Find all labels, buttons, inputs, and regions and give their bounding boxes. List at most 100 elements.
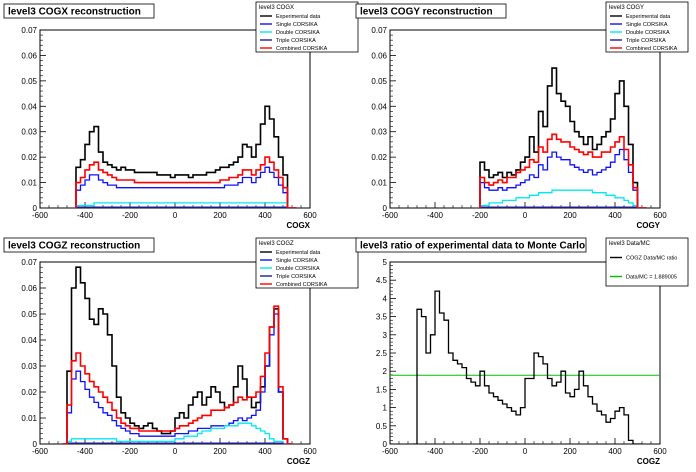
- x-tick-label: 0: [173, 447, 178, 456]
- y-tick-label: 0.04: [21, 102, 37, 111]
- x-axis-title: COGZ: [287, 457, 310, 466]
- series-line-combined-corsika: [75, 156, 297, 208]
- legend-label: Double CORSIKA: [276, 30, 320, 36]
- x-tick-label: 200: [563, 447, 577, 456]
- x-tick-label: 600: [303, 447, 317, 456]
- legend-label: Double CORSIKA: [276, 266, 320, 272]
- y-tick-label: 5: [383, 258, 388, 267]
- x-tick-label: -200: [122, 447, 139, 456]
- series-line-experimental-data: [75, 105, 297, 208]
- legend-box: [255, 1, 359, 53]
- x-tick-label: -200: [472, 211, 489, 220]
- legend-label: Triple CORSIKA: [276, 274, 316, 280]
- x-tick-label: -600: [32, 211, 49, 220]
- y-tick-label: 0: [33, 440, 38, 449]
- x-tick-label: -200: [122, 211, 139, 220]
- y-tick-label: 0: [33, 204, 38, 213]
- y-tick-label: 0.05: [21, 310, 37, 319]
- x-tick-label: 400: [258, 211, 272, 220]
- y-tick-label: 0.5: [376, 422, 388, 431]
- chart-panel-3: 0 0.01 0.02 0.03 0.04 0.05 0.06 0.07 -600 -400 -20…: [3, 237, 359, 466]
- x-tick-label: 200: [213, 447, 227, 456]
- y-tick-label: 0.06: [21, 284, 37, 293]
- series-line-triple-corsika: [75, 206, 297, 208]
- legend-box: [605, 1, 689, 53]
- legend-label: Data/MC = 1.889005: [626, 275, 677, 281]
- y-tick-label: 0.03: [21, 128, 37, 137]
- x-tick-label: 200: [213, 211, 227, 220]
- chart-panel-1: 0 0.01 0.02 0.03 0.04 0.05 0.06 0.07 -600 -400 -20…: [3, 1, 359, 230]
- y-tick-label: 4: [383, 294, 388, 303]
- x-tick-label: -400: [427, 447, 444, 456]
- x-tick-label: 200: [563, 211, 577, 220]
- series-line-experimental-data: [479, 67, 647, 208]
- series-line-combined-corsika: [479, 133, 647, 208]
- x-tick-label: -600: [32, 447, 49, 456]
- legend-label: Double CORSIKA: [626, 30, 670, 36]
- chart-title: level3 COGZ reconstruction: [8, 241, 140, 252]
- legend-label: Combined CORSIKA: [276, 46, 328, 52]
- y-tick-label: 2: [383, 367, 388, 376]
- y-tick-label: 3: [383, 331, 388, 340]
- x-tick-label: 400: [258, 447, 272, 456]
- y-tick-label: 0.07: [21, 258, 37, 267]
- y-tick-label: 0.03: [371, 128, 387, 137]
- legend-title: level3 COGX: [259, 5, 294, 11]
- legend-label: Single CORSIKA: [626, 22, 668, 28]
- title-box: [355, 237, 587, 253]
- title-box: [3, 3, 155, 19]
- legend-label: Triple CORSIKA: [626, 38, 666, 44]
- series-line-double-corsika: [62, 422, 292, 444]
- y-tick-label: 0.07: [21, 26, 37, 35]
- series-line-double-corsika: [75, 202, 297, 208]
- legend-box: [605, 237, 689, 287]
- y-tick-label: 0: [383, 204, 388, 213]
- y-tick-label: 0.01: [21, 414, 37, 423]
- x-tick-label: 600: [653, 211, 667, 220]
- legend: level3 Data/MC COGZ Data/MC ratio Data/MC …: [605, 237, 689, 287]
- legend: level3 COGX Experimental data Single CORSI…: [255, 1, 359, 53]
- title-box: [355, 3, 507, 19]
- y-tick-label: 0.02: [371, 153, 387, 162]
- y-tick-label: 2.5: [376, 349, 388, 358]
- y-tick-label: 0.05: [371, 77, 387, 86]
- x-tick-label: 400: [608, 211, 622, 220]
- y-tick-label: 0.07: [371, 26, 387, 35]
- legend-label: Experimental data: [626, 14, 671, 20]
- x-tick-label: -400: [77, 211, 94, 220]
- legend-title: level3 COGY: [609, 5, 644, 11]
- x-tick-label: 0: [523, 211, 528, 220]
- series-line-experimental-data: [62, 266, 292, 444]
- y-tick-label: 0: [383, 440, 388, 449]
- x-axis-title: COGY: [636, 221, 660, 230]
- y-tick-label: 1.5: [376, 385, 388, 394]
- legend: level3 COGY Experimental data Single CORSI…: [605, 1, 689, 53]
- series-line-single-corsika: [62, 313, 292, 444]
- chart-panel-4: 0 0.5 1 1.5 2 2.5 3 3.5 4 4.5 5 -600 -400 -200 0 200 400…: [355, 237, 689, 466]
- legend-label: Single CORSIKA: [276, 22, 318, 28]
- legend-label: Experimental data: [276, 14, 321, 20]
- legend-title: level3 Data/MC: [609, 241, 651, 247]
- x-tick-label: -400: [77, 447, 94, 456]
- series-line-combined-corsika: [62, 305, 292, 444]
- legend-label: COGZ Data/MC ratio: [626, 256, 677, 262]
- y-tick-label: 0.02: [21, 388, 37, 397]
- legend-title: level3 COGZ: [259, 241, 294, 247]
- x-tick-label: -400: [427, 211, 444, 220]
- y-tick-label: 0.06: [371, 51, 387, 60]
- series-line-single-corsika: [75, 166, 297, 208]
- x-tick-label: -200: [472, 447, 489, 456]
- chart-title: level3 ratio of experimental data to Mon…: [360, 241, 585, 252]
- y-tick-label: 4.5: [376, 276, 388, 285]
- chart-title: level3 COGX reconstruction: [8, 7, 141, 18]
- legend-label: Combined CORSIKA: [276, 282, 328, 288]
- y-tick-label: 1: [383, 404, 388, 413]
- y-tick-label: 0.02: [21, 153, 37, 162]
- y-tick-label: 3.5: [376, 313, 388, 322]
- y-tick-label: 0.04: [21, 336, 37, 345]
- x-tick-label: -600: [382, 211, 399, 220]
- series-line-triple-corsika: [62, 442, 292, 444]
- legend-label: Triple CORSIKA: [276, 38, 316, 44]
- x-tick-label: 400: [608, 447, 622, 456]
